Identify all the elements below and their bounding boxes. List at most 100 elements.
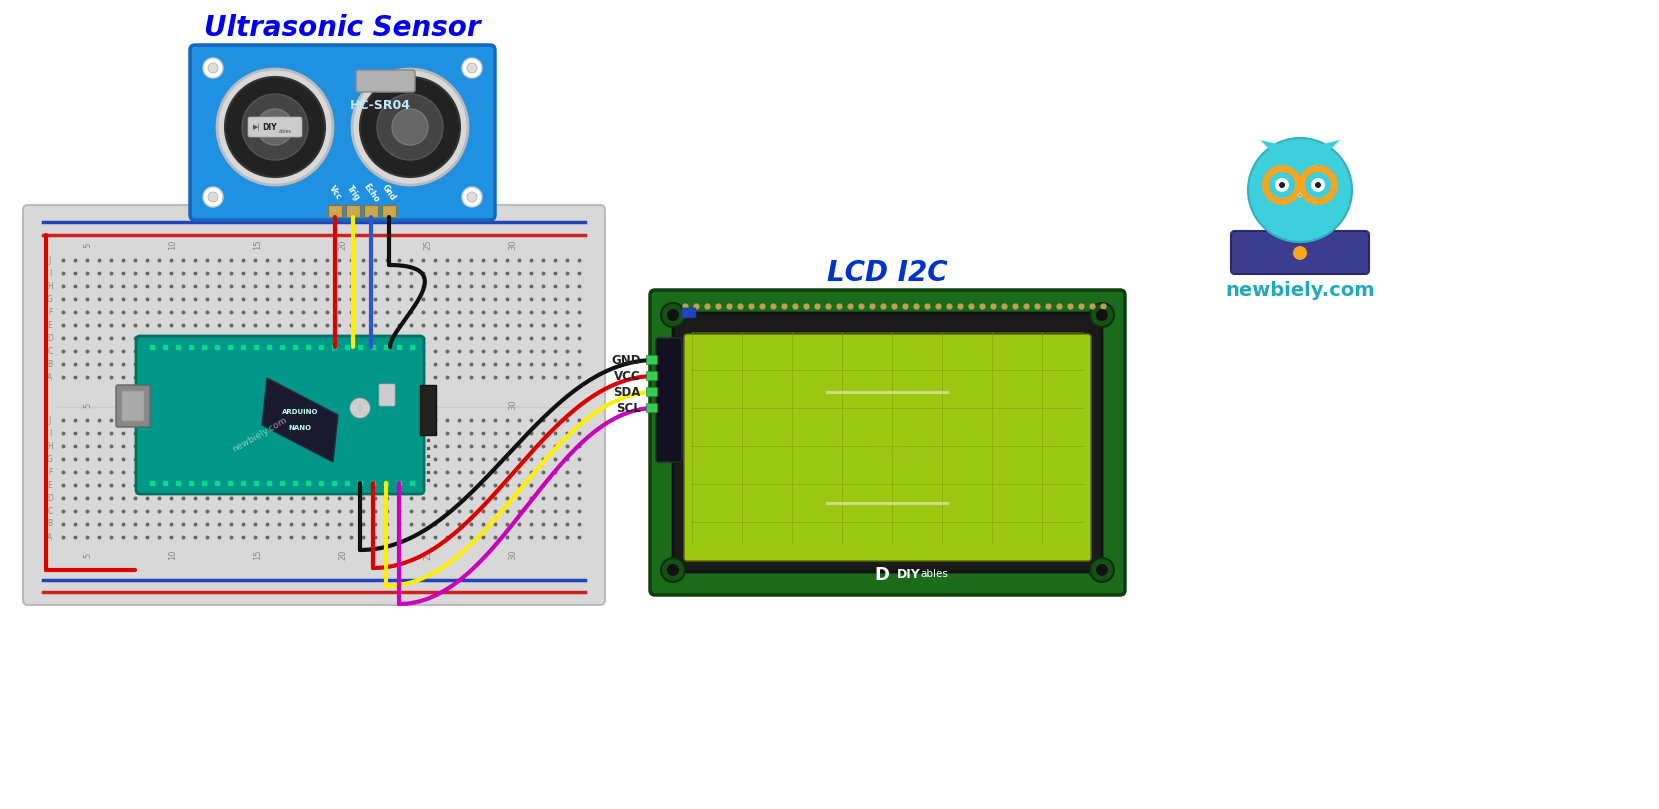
Circle shape (1306, 172, 1331, 198)
Text: ▶|: ▶| (254, 124, 260, 130)
FancyBboxPatch shape (647, 404, 657, 413)
Text: 25: 25 (423, 239, 433, 250)
Text: B: B (48, 359, 53, 369)
Text: 5: 5 (83, 553, 93, 557)
Text: C: C (48, 346, 53, 355)
Circle shape (1090, 558, 1113, 582)
Text: D: D (874, 566, 889, 584)
Circle shape (202, 187, 222, 207)
Text: newbiely.com: newbiely.com (1226, 281, 1375, 299)
Circle shape (1292, 246, 1307, 260)
Circle shape (660, 303, 685, 327)
Circle shape (392, 109, 428, 145)
Text: 5: 5 (83, 402, 93, 408)
Circle shape (1297, 165, 1339, 205)
Polygon shape (262, 378, 338, 462)
FancyBboxPatch shape (247, 117, 302, 137)
Text: I: I (48, 429, 51, 438)
FancyBboxPatch shape (363, 205, 378, 217)
Text: H: H (46, 282, 53, 290)
Polygon shape (1317, 140, 1340, 152)
Text: Trig: Trig (345, 184, 362, 202)
FancyBboxPatch shape (420, 385, 436, 435)
FancyBboxPatch shape (1231, 231, 1369, 274)
Text: 30: 30 (509, 549, 518, 561)
FancyBboxPatch shape (684, 334, 1092, 561)
Text: 10: 10 (169, 239, 178, 250)
Text: LCD I2C: LCD I2C (826, 259, 947, 287)
Circle shape (257, 109, 294, 145)
Text: ARDUINO: ARDUINO (282, 409, 319, 415)
Circle shape (226, 77, 325, 177)
Text: SCL: SCL (615, 401, 640, 414)
Text: 20: 20 (338, 550, 347, 561)
Circle shape (1097, 564, 1108, 576)
Text: A: A (48, 532, 53, 541)
Text: 20: 20 (338, 400, 347, 410)
Circle shape (660, 558, 685, 582)
Circle shape (360, 77, 460, 177)
Text: H: H (46, 442, 53, 451)
Circle shape (1279, 182, 1286, 188)
Text: 20: 20 (338, 239, 347, 250)
Text: GND: GND (612, 354, 640, 366)
Text: E: E (48, 481, 53, 489)
Circle shape (1090, 303, 1113, 327)
Text: Gnd: Gnd (380, 184, 398, 202)
Text: Echo: Echo (362, 182, 380, 204)
Circle shape (217, 69, 333, 185)
Text: 30: 30 (509, 400, 518, 410)
Circle shape (350, 398, 370, 418)
Text: I: I (48, 269, 51, 277)
Circle shape (667, 309, 679, 321)
Circle shape (207, 192, 217, 202)
Text: 10: 10 (169, 400, 178, 410)
FancyBboxPatch shape (123, 391, 144, 421)
Text: Vcc: Vcc (327, 184, 343, 201)
Circle shape (352, 69, 468, 185)
FancyBboxPatch shape (357, 70, 415, 92)
Circle shape (1248, 138, 1352, 242)
Text: G: G (46, 294, 53, 303)
Text: DIY: DIY (262, 122, 277, 132)
Text: B: B (48, 519, 53, 528)
Circle shape (461, 58, 483, 78)
Circle shape (1269, 172, 1296, 198)
Circle shape (1311, 178, 1326, 192)
Text: D: D (46, 493, 53, 502)
FancyBboxPatch shape (378, 384, 395, 406)
Text: newbiely.com: newbiely.com (231, 416, 289, 455)
FancyBboxPatch shape (382, 205, 397, 217)
Text: newbiely.com: newbiely.com (864, 438, 969, 475)
FancyBboxPatch shape (136, 336, 425, 494)
Text: D: D (46, 333, 53, 342)
Text: ◇: ◇ (1297, 192, 1302, 198)
FancyBboxPatch shape (116, 385, 149, 427)
FancyBboxPatch shape (647, 355, 657, 365)
Text: 15: 15 (254, 239, 262, 250)
Circle shape (1316, 182, 1321, 188)
Circle shape (1262, 165, 1302, 205)
FancyBboxPatch shape (191, 45, 494, 220)
FancyBboxPatch shape (682, 308, 697, 318)
Text: 30: 30 (509, 239, 518, 250)
Circle shape (461, 187, 483, 207)
Circle shape (466, 63, 478, 73)
Text: 5: 5 (83, 243, 93, 248)
Circle shape (377, 94, 443, 160)
Text: ables: ables (279, 129, 292, 133)
Text: A: A (48, 372, 53, 382)
Text: DIY: DIY (898, 567, 921, 581)
Circle shape (667, 564, 679, 576)
Text: 10: 10 (169, 550, 178, 561)
Text: ables: ables (921, 569, 947, 579)
FancyBboxPatch shape (647, 371, 657, 380)
FancyBboxPatch shape (650, 290, 1125, 595)
FancyBboxPatch shape (347, 205, 360, 217)
Circle shape (1276, 178, 1289, 192)
Circle shape (207, 63, 217, 73)
Circle shape (466, 192, 478, 202)
Text: Ultrasonic Sensor: Ultrasonic Sensor (204, 14, 479, 42)
FancyBboxPatch shape (23, 205, 606, 605)
Text: F: F (48, 307, 51, 316)
